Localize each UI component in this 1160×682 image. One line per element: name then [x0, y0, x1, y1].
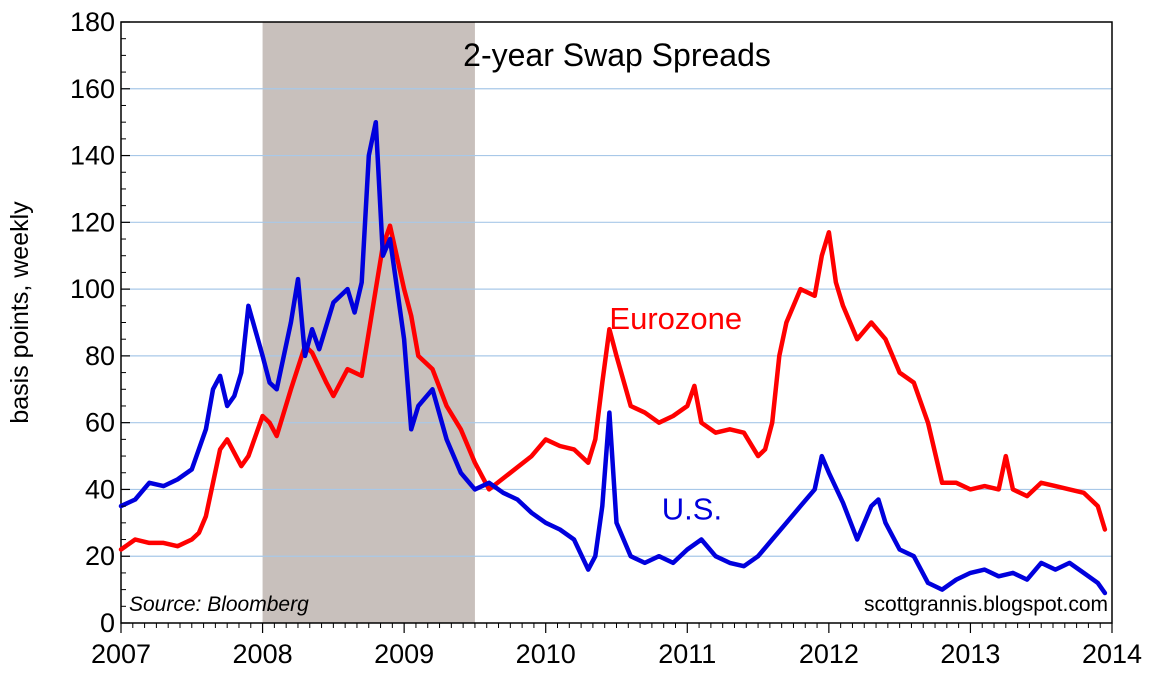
y-tick-label-4: 80 — [85, 341, 115, 371]
series-line-us — [118, 119, 1108, 596]
series-line-eurozone — [118, 223, 1108, 552]
y-tick-label-2: 40 — [85, 474, 115, 504]
y-tick-label-6: 120 — [70, 207, 115, 237]
y-tick-label-9: 180 — [70, 7, 115, 37]
x-tick-label-7: 2014 — [1082, 639, 1142, 669]
y-tick-label-5: 100 — [70, 274, 115, 304]
y-tick-label-0: 0 — [100, 608, 115, 638]
x-tick-label-0: 2007 — [91, 639, 151, 669]
x-tick-label-1: 2008 — [233, 639, 293, 669]
y-axis-label: basis points, weekly — [6, 201, 34, 424]
x-tick-label-3: 2010 — [516, 639, 576, 669]
y-tick-label-1: 20 — [85, 541, 115, 571]
source-note: Source: Bloomberg — [129, 593, 309, 616]
series-layer — [118, 119, 1108, 596]
y-tick-label-3: 60 — [85, 408, 115, 438]
x-tick-label-5: 2012 — [799, 639, 859, 669]
series-label-eurozone: Eurozone — [609, 301, 742, 336]
credit-note: scottgrannis.blogspot.com — [864, 593, 1108, 616]
x-tick-label-2: 2009 — [374, 639, 434, 669]
y-tick-label-7: 140 — [70, 141, 115, 171]
y-tick-label-8: 160 — [70, 74, 115, 104]
axis-layer: 0 20 40 60 80 100 120 140 160 180 2007 2008 2009 2010… — [70, 7, 1142, 669]
x-tick-label-6: 2013 — [940, 639, 1000, 669]
x-tick-label-4: 2011 — [658, 639, 716, 669]
series-label-us: U.S. — [662, 491, 722, 526]
chart-title: 2-year Swap Spreads — [463, 37, 771, 73]
